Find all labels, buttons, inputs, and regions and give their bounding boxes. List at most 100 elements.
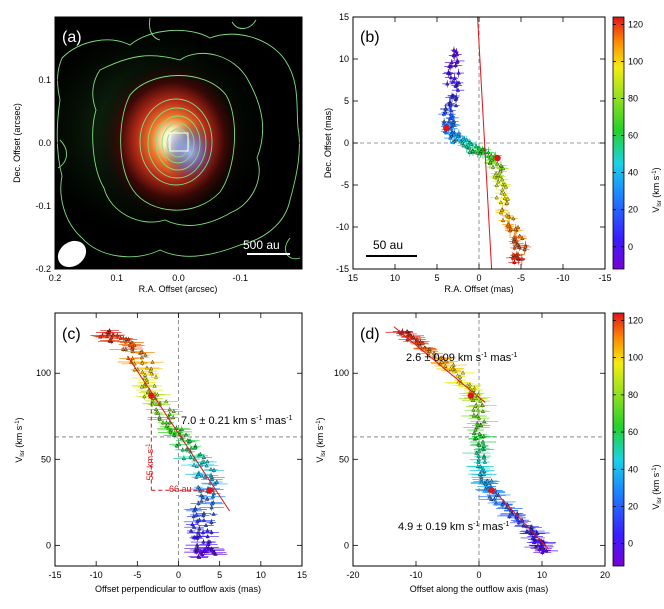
y-tick-label: 5	[344, 96, 349, 106]
maser-spot	[183, 432, 189, 437]
maser-spot	[157, 415, 162, 419]
maser-spot	[487, 494, 492, 499]
fit-line	[489, 486, 549, 550]
maser-spot	[460, 140, 465, 145]
maser-spot	[449, 94, 455, 99]
maser-spot	[476, 453, 481, 458]
maser-spot	[454, 60, 460, 64]
maser-spot	[197, 554, 202, 559]
panel-d: 2.6 ± 0.09 km s-1 mas-1 4.9 ± 0.19 km s-…	[315, 312, 610, 594]
maser-spot	[494, 493, 499, 498]
zoom-box	[169, 132, 189, 152]
maser-spot	[202, 548, 207, 553]
maser-spot	[530, 535, 535, 540]
maser-spot	[468, 141, 473, 146]
colorbar-tick-label: 120	[628, 315, 643, 325]
maser-spot	[511, 216, 516, 221]
maser-spot	[199, 498, 204, 503]
maser-spot	[476, 457, 481, 462]
panel-a: 500 au (a) 0.2 0.1 0.0 -0.1 -0.2 -0.1 0.0 0.1 R…	[12, 16, 303, 294]
maser-spot	[448, 75, 454, 80]
maser-spot	[516, 520, 521, 525]
emission-contours	[56, 17, 301, 260]
maser-spot	[212, 481, 217, 486]
reference-marker	[443, 124, 450, 132]
maser-spot	[199, 493, 204, 497]
panel-a-ylabel: Dec. Offset (arcsec)	[12, 103, 22, 183]
colorbar-tick-label: 120	[628, 19, 643, 29]
maser-spot	[145, 389, 151, 394]
maser-spot	[201, 513, 206, 518]
bracket-velocity-label: 55 km s-1	[145, 443, 155, 481]
maser-spot	[478, 464, 483, 468]
fit-line	[477, 17, 493, 269]
maser-spot	[130, 356, 135, 361]
panel-a-xlabel: R.A. Offset (arcsec)	[139, 284, 218, 294]
x-tick-label: -15	[598, 273, 611, 283]
x-tick-label: -20	[346, 570, 359, 580]
maser-spot	[188, 454, 193, 459]
maser-spot	[511, 239, 516, 243]
maser-spot	[123, 347, 128, 351]
maser-spot	[516, 256, 521, 260]
maser-spot	[439, 359, 444, 364]
maser-spot	[483, 481, 489, 486]
maser-spot	[203, 474, 208, 479]
maser-spot	[474, 450, 479, 455]
maser-spot	[191, 514, 196, 519]
maser-spot	[200, 552, 205, 556]
maser-spot	[480, 409, 485, 413]
x-tick-label: 10	[256, 570, 266, 580]
maser-spot	[476, 448, 482, 453]
maser-spot	[445, 81, 450, 86]
bracket-distance-label: 66 au	[169, 484, 192, 494]
maser-spot	[160, 420, 166, 425]
maser-spot	[488, 160, 493, 164]
colorbar-tick-label: 80	[628, 94, 638, 104]
panel-d-ticks: -20 -10 0 10 20 0 50 100	[334, 313, 610, 580]
colorbar-tick-label: 60	[628, 427, 638, 437]
y-tick-label: 15	[339, 12, 349, 22]
maser-spot	[500, 177, 505, 182]
maser-spot	[205, 528, 210, 533]
maser-spot	[144, 365, 150, 370]
maser-spot	[453, 83, 458, 88]
panel-c-xlabel: Offset perpendicular to outflow axis (ma…	[95, 584, 261, 594]
x-tick-label: -0.1	[232, 273, 248, 283]
maser-spot	[533, 544, 538, 549]
maser-spot	[481, 455, 487, 460]
maser-spot	[535, 531, 540, 536]
maser-spot	[448, 101, 453, 106]
maser-spot	[477, 431, 482, 436]
panel-b: 50 au (b) 15 10 5 0 -5 -10 -15 -15 -10 -5 0 5 10 15 R…	[323, 12, 612, 294]
maser-spot	[480, 439, 485, 444]
maser-spot	[514, 253, 519, 257]
panel-c: 7.0 ± 0.21 km s-1 mas-1 55 km s-1 66 au …	[14, 312, 307, 594]
maser-spot	[452, 53, 457, 58]
maser-spot	[494, 195, 499, 200]
maser-spot	[201, 539, 206, 544]
maser-spot	[477, 471, 483, 476]
y-tick-label: 100	[334, 368, 349, 378]
maser-spot	[416, 340, 421, 345]
maser-spot	[471, 398, 476, 402]
maser-spot	[205, 496, 210, 501]
panel-d-markers	[467, 392, 495, 494]
y-tick-label: -0.2	[35, 264, 51, 274]
maser-spot	[181, 455, 186, 460]
panel-b-fit-line	[477, 17, 493, 269]
maser-spot	[449, 131, 454, 136]
colorbar-tick-label: 100	[628, 353, 643, 363]
y-tick-label: 0	[344, 540, 349, 550]
maser-spot	[453, 63, 458, 68]
panel-b-markers	[443, 124, 501, 162]
x-tick-label: 0.0	[172, 273, 185, 283]
maser-spot	[499, 190, 504, 195]
maser-spot	[478, 423, 484, 427]
fit-line	[393, 326, 486, 403]
maser-spot	[540, 550, 545, 554]
reference-marker	[148, 392, 155, 399]
maser-spot	[496, 179, 501, 184]
maser-spot	[143, 352, 148, 357]
maser-spot	[481, 434, 486, 438]
